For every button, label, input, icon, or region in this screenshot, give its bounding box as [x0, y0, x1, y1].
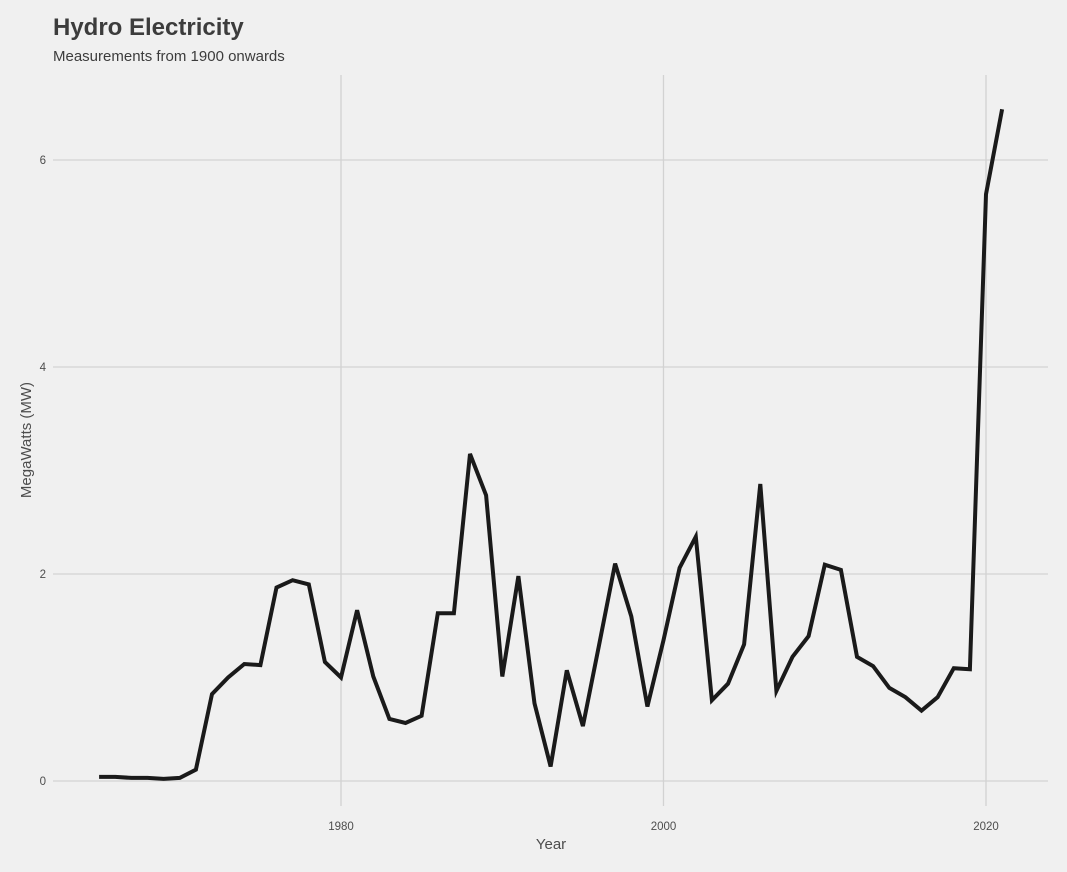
chart-title: Hydro Electricity	[53, 14, 244, 41]
x-axis-ticks: 1980 2000 2020	[328, 821, 999, 833]
x-tick-label: 1980	[328, 821, 354, 833]
y-tick-label: 6	[40, 155, 46, 167]
y-tick-label: 2	[40, 569, 46, 581]
y-tick-label: 0	[40, 776, 46, 788]
x-tick-label: 2020	[973, 821, 999, 833]
x-tick-label: 2000	[651, 821, 677, 833]
chart-subtitle: Measurements from 1900 onwards	[53, 48, 285, 65]
x-axis-title: Year	[536, 836, 566, 853]
y-axis-ticks: 0 2 4 6	[40, 155, 47, 788]
y-axis-title: MegaWatts (MW)	[18, 382, 35, 498]
y-tick-label: 4	[40, 362, 47, 374]
data-line-hydro-electricity	[99, 108, 1005, 781]
grid-lines	[53, 75, 1048, 806]
